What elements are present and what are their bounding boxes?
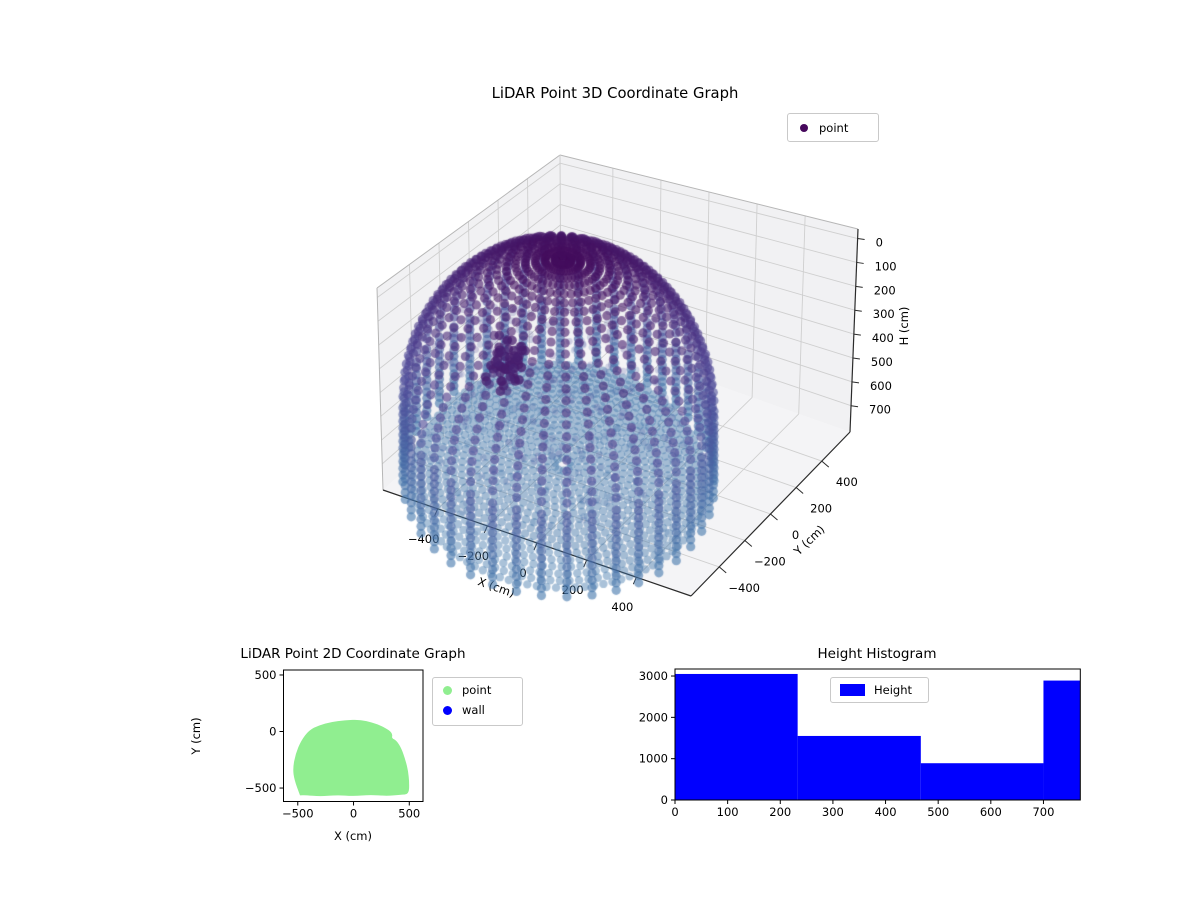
- histogram-bar: [797, 735, 921, 800]
- x-tick-label: 300: [822, 805, 844, 819]
- legend-entry-point: point: [788, 114, 878, 141]
- y-tick-label: −500: [245, 781, 277, 795]
- plot3d-title: LiDAR Point 3D Coordinate Graph: [491, 85, 739, 102]
- y-tick-label: 1000: [639, 752, 668, 766]
- histogram-bar: [920, 763, 1044, 800]
- legend-entry-point: point: [433, 680, 522, 700]
- plot2d-legend: point wall: [432, 677, 523, 726]
- y-tick-label: 0: [269, 725, 276, 739]
- x-tick-label: 400: [875, 805, 897, 819]
- y-tick-label: 0: [661, 793, 668, 807]
- legend-label: point: [819, 120, 849, 135]
- plot2d-title: LiDAR Point 2D Coordinate Graph: [240, 646, 466, 662]
- x-tick-label: −500: [282, 807, 314, 821]
- histogram-legend: Height: [830, 677, 929, 703]
- x-tick-label: 700: [1032, 805, 1054, 819]
- axes-spines: [674, 668, 1081, 801]
- plot2d-xlabel: X (cm): [333, 829, 373, 843]
- x-tick-label: 0: [671, 805, 678, 819]
- legend-label: wall: [462, 703, 485, 717]
- legend-label: point: [462, 683, 492, 697]
- x-tick-label: 500: [927, 805, 949, 819]
- plot2d-ylabel: Y (cm): [189, 717, 203, 755]
- point-marker-icon: [800, 123, 808, 132]
- histogram-bar: [1043, 680, 1081, 800]
- lidar-footprint-blob: [293, 719, 410, 797]
- x-tick-label: 100: [717, 805, 739, 819]
- x-tick-label: 200: [769, 805, 791, 819]
- x-tick-label: 0: [350, 807, 357, 821]
- histogram-title: Height Histogram: [817, 646, 937, 662]
- y-tick-label: 3000: [639, 669, 668, 683]
- legend-entry-height: Height: [831, 678, 928, 702]
- x-tick-label: 500: [398, 807, 420, 821]
- legend-label: Height: [874, 683, 913, 697]
- legend-entry-wall: wall: [433, 700, 522, 720]
- wall-marker-icon: [443, 705, 452, 715]
- plot3d-legend: point: [787, 113, 879, 142]
- point-marker-icon: [443, 685, 452, 695]
- histogram-bar: [675, 673, 798, 800]
- y-tick-label: 500: [255, 668, 277, 682]
- y-tick-label: 2000: [639, 710, 668, 724]
- height-swatch-icon: [840, 684, 865, 696]
- x-tick-label: 600: [980, 805, 1002, 819]
